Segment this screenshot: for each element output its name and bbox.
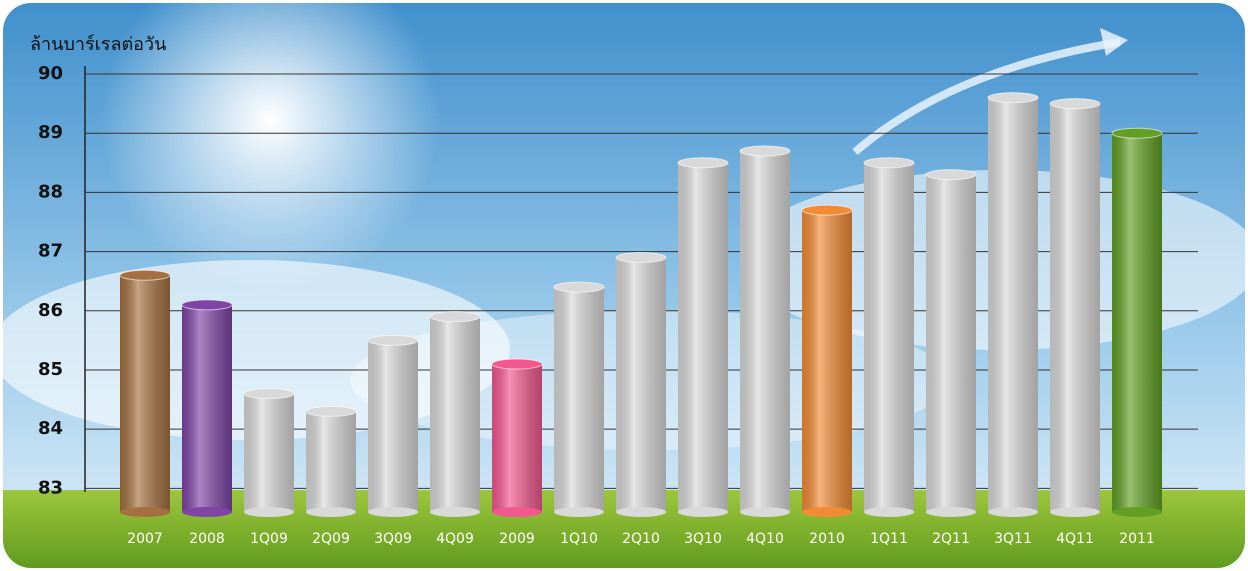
bar-shade xyxy=(678,162,728,512)
bar-cap xyxy=(367,334,419,346)
x-tick-label: 3Q10 xyxy=(684,531,722,547)
bar-base xyxy=(740,507,790,517)
bar-base xyxy=(988,507,1038,517)
x-tick-label: 4Q09 xyxy=(436,531,474,547)
bar-shade xyxy=(740,150,790,512)
y-tick-label: 87 xyxy=(38,241,63,262)
bar-cap xyxy=(181,299,233,311)
bar-shade xyxy=(492,364,542,512)
bar-cap xyxy=(553,281,605,293)
x-tick-label: 2007 xyxy=(127,531,163,547)
bar-cap xyxy=(925,169,977,181)
bar-shade xyxy=(430,316,480,512)
y-tick-label: 89 xyxy=(38,122,63,143)
bar-cap xyxy=(429,311,481,323)
x-tick-label: 4Q11 xyxy=(1056,531,1094,547)
bar-cap xyxy=(739,145,791,157)
bar-shade xyxy=(802,210,852,512)
bar-shade xyxy=(306,411,356,512)
y-tick-label: 86 xyxy=(38,300,63,321)
bar-shade xyxy=(616,257,666,512)
y-axis-label: ล้านบาร์เรลต่อวัน xyxy=(30,34,166,55)
bar-shade xyxy=(926,174,976,512)
bar-shade xyxy=(244,393,294,512)
bar-base xyxy=(678,507,728,517)
bar-base xyxy=(306,507,356,517)
bar-cap xyxy=(491,358,543,370)
x-tick-label: 2Q10 xyxy=(622,531,660,547)
bar-cap xyxy=(615,251,667,263)
x-tick-label: 2Q09 xyxy=(312,531,350,547)
bar-base xyxy=(430,507,480,517)
bar-shade xyxy=(182,304,232,512)
bar-cap xyxy=(243,388,295,400)
bar-base xyxy=(1112,507,1162,517)
bar-base xyxy=(802,507,852,517)
bar-base xyxy=(120,507,170,517)
bar-cap xyxy=(677,157,729,169)
x-tick-label: 1Q10 xyxy=(560,531,598,547)
y-tick-label: 83 xyxy=(38,477,63,498)
y-tick-label: 88 xyxy=(38,181,63,202)
bar-shade xyxy=(368,340,418,512)
x-tick-label: 2009 xyxy=(499,531,535,547)
bar-shade xyxy=(1050,103,1100,512)
bar-shade xyxy=(1112,133,1162,512)
bar-base xyxy=(368,507,418,517)
bar-shade xyxy=(554,287,604,512)
bar-cap xyxy=(863,157,915,169)
bar-shade xyxy=(988,97,1038,513)
bar-shade xyxy=(120,275,170,512)
bar-base xyxy=(244,507,294,517)
bar-cap xyxy=(1111,127,1163,139)
bar-cap xyxy=(305,405,357,417)
bar-cap xyxy=(1049,98,1101,110)
bar-base xyxy=(864,507,914,517)
x-tick-label: 4Q10 xyxy=(746,531,784,547)
bar-base xyxy=(926,507,976,517)
x-tick-label: 2011 xyxy=(1119,531,1155,547)
bar-base xyxy=(616,507,666,517)
trend-arrow-head xyxy=(1100,28,1128,56)
bar-base xyxy=(1050,507,1100,517)
bar-base xyxy=(492,507,542,517)
x-tick-label: 1Q11 xyxy=(870,531,908,547)
x-tick-label: 3Q11 xyxy=(994,531,1032,547)
bar-cap xyxy=(801,204,853,216)
x-tick-label: 2Q11 xyxy=(932,531,970,547)
x-tick-label: 2008 xyxy=(189,531,225,547)
bar-cap xyxy=(987,92,1039,104)
trend-arrow xyxy=(852,38,1121,156)
y-tick-label: 84 xyxy=(38,418,63,439)
bar-base xyxy=(554,507,604,517)
y-tick-label: 90 xyxy=(38,63,63,84)
bar-cap xyxy=(119,269,171,281)
bar-base xyxy=(182,507,232,517)
y-tick-label: 85 xyxy=(38,359,63,380)
bar-shade xyxy=(864,162,914,512)
x-tick-label: 3Q09 xyxy=(374,531,412,547)
x-tick-label: 1Q09 xyxy=(250,531,288,547)
x-tick-label: 2010 xyxy=(809,531,845,547)
